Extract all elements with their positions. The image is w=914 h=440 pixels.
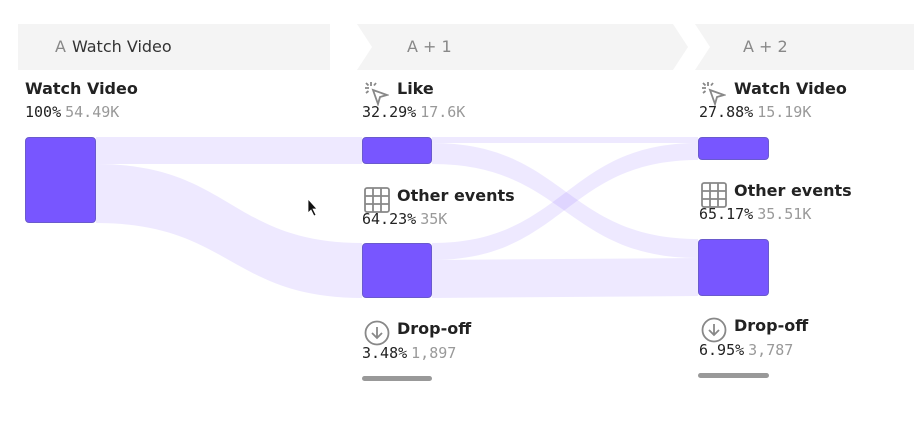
node-stat: 64.23% 35K: [362, 210, 448, 228]
step-header-a1[interactable]: A + 1: [357, 24, 688, 70]
step-header-a2[interactable]: A + 2: [695, 24, 914, 70]
click-icon: [365, 82, 389, 106]
flow-like-watch: [432, 137, 698, 143]
node-stat: 65.17% 35.51K: [699, 205, 812, 223]
grid-icon: [701, 182, 727, 208]
node-stat: 27.88% 15.19K: [699, 103, 812, 121]
drop-off-icon: [364, 320, 390, 346]
node-title: Like: [397, 79, 434, 98]
grid-icon: [364, 187, 390, 213]
node-bar-like[interactable]: [362, 137, 432, 164]
drop-off-bar[interactable]: [698, 373, 769, 378]
node-stat: 32.29% 17.6K: [362, 103, 466, 121]
node-bar-other-events[interactable]: [698, 239, 769, 296]
node-bar-watch-video[interactable]: [25, 137, 96, 223]
drop-off-icon: [701, 317, 727, 343]
flow-watch-like: [96, 137, 362, 164]
node-title: Watch Video: [25, 79, 138, 98]
node-title: Drop-off: [734, 316, 809, 335]
node-bar-other-events[interactable]: [362, 243, 432, 298]
flow-watch-other: [96, 164, 362, 298]
node-title: Other events: [397, 186, 515, 205]
step-header-a[interactable]: A Watch Video: [18, 24, 330, 70]
cursor-icon: [307, 197, 318, 217]
node-stat: 6.95% 3,787: [699, 341, 794, 359]
node-title: Other events: [734, 181, 852, 200]
node-bar-watch-video[interactable]: [698, 137, 769, 160]
flow-other-other: [432, 258, 698, 298]
node-title: Watch Video: [734, 79, 847, 98]
flow-other-watch: [432, 143, 698, 260]
click-icon: [702, 82, 726, 106]
flow-like-other: [432, 143, 698, 258]
node-stat: 100% 54.49K: [25, 103, 120, 121]
node-stat: 3.48% 1,897: [362, 344, 457, 362]
drop-off-bar[interactable]: [362, 376, 432, 381]
node-title: Drop-off: [397, 319, 472, 338]
